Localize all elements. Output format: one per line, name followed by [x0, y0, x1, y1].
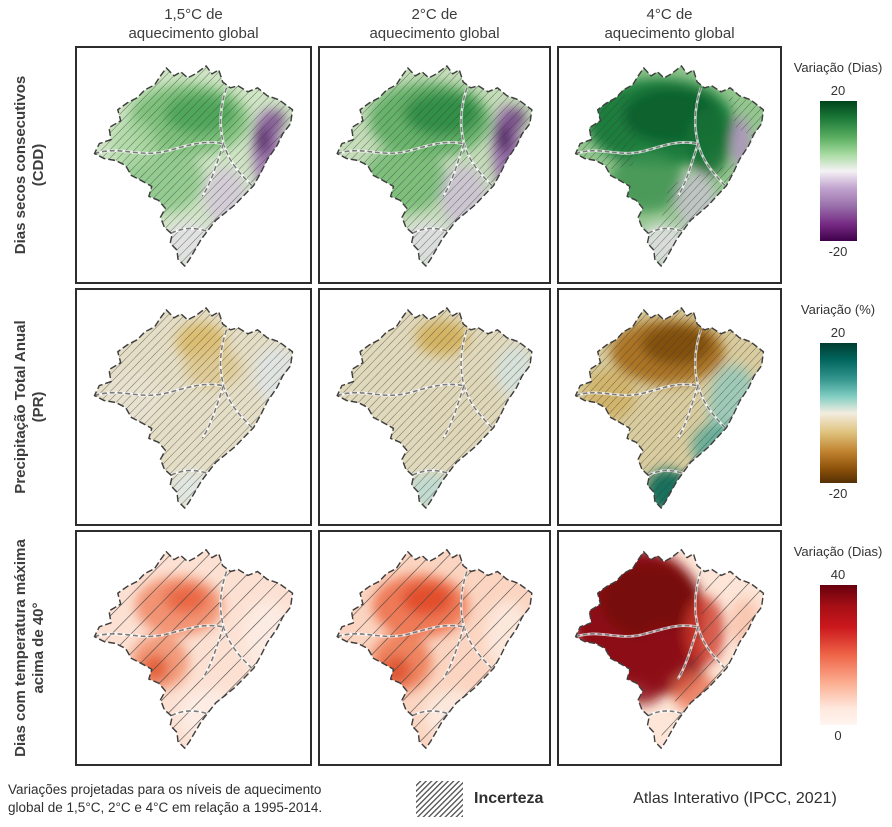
map-panel-pr-2c [318, 288, 551, 526]
map-panel-pr-1p5c [75, 288, 312, 526]
row-label-cdd: Dias secos consecutivos (CDD) [12, 75, 47, 255]
legend-max-tx40: 40 [830, 567, 846, 582]
column-title-2c: 2°C de aquecimento global [369, 6, 500, 42]
legend-colorbar-cdd [819, 101, 857, 241]
legend-min-cdd: -20 [828, 244, 848, 259]
legend-title-cdd: Variação (Dias) [793, 60, 883, 75]
legend-colorbar-pr [819, 343, 857, 483]
uncertainty-label: Incerteza [474, 790, 544, 807]
legend-max-pr: 20 [830, 325, 846, 340]
legend-colorbar-tx40 [819, 585, 857, 725]
map-panel-cdd-1p5c [75, 46, 312, 284]
legend-min-pr: -20 [828, 486, 848, 501]
legend-tx40: Variação (Dias) 40 0 [782, 544, 892, 746]
row-label-pr: Precipitação Total Anual (PR) [12, 320, 47, 494]
legend-title-pr: Variação (%) [800, 302, 876, 317]
map-panel-tx40-1p5c [75, 530, 312, 766]
legend-cdd: Variação (Dias) 20 -20 [782, 60, 892, 262]
source-attribution: Atlas Interativo (IPCC, 2021) [633, 790, 837, 807]
map-panel-tx40-2c [318, 530, 551, 766]
figure-caption: Variações projetadas para os níveis de a… [8, 782, 323, 815]
row-label-tx40: Dias com temperatura máxima acima de 40° [12, 539, 47, 757]
legend-max-cdd: 20 [830, 83, 846, 98]
map-panel-pr-4c [557, 288, 782, 526]
column-title-1p5c: 1,5°C de aquecimento global [128, 6, 259, 42]
map-panel-cdd-2c [318, 46, 551, 284]
map-panel-cdd-4c [557, 46, 782, 284]
uncertainty-hatch-swatch [416, 781, 463, 817]
legend-min-tx40: 0 [834, 728, 842, 743]
legend-title-tx40: Variação (Dias) [793, 544, 883, 559]
column-title-4c: 4°C de aquecimento global [604, 6, 735, 42]
legend-pr: Variação (%) 20 -20 [782, 302, 892, 504]
map-panel-tx40-4c [557, 530, 782, 766]
